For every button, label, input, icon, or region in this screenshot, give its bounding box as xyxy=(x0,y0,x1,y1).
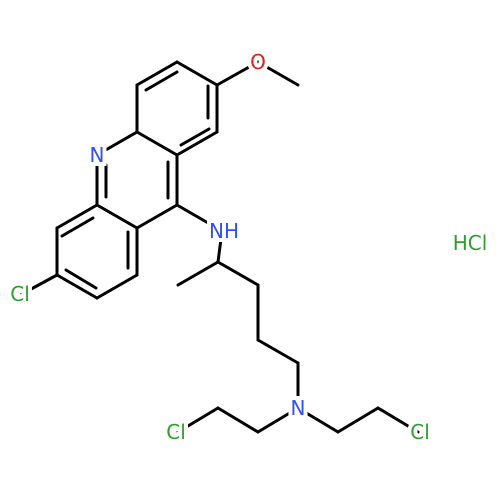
salt-label: HCl xyxy=(453,231,488,255)
atom-label: Cl xyxy=(410,420,430,444)
atom-label: O xyxy=(250,50,266,74)
atom-label: Cl xyxy=(10,282,30,306)
atom-labels: O N NH Cl N Cl Cl HCl xyxy=(6,46,491,448)
atom-label: Cl xyxy=(166,420,186,444)
atom-label: N xyxy=(291,396,306,420)
atom-label: NH xyxy=(209,219,239,243)
bonds xyxy=(20,60,420,434)
atom-label: N xyxy=(90,143,105,167)
